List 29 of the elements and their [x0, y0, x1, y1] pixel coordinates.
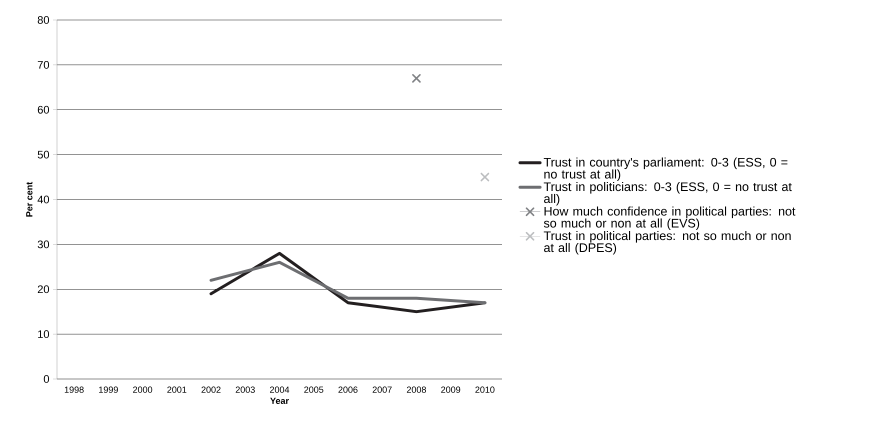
y-tick-label: 50	[38, 150, 50, 159]
x-tick-label: 2007	[372, 386, 392, 393]
line-series	[210, 260, 486, 304]
y-tick-label: 30	[38, 240, 50, 248]
legend-label: Trust in country's parliament: 0-3 (ESS, 0 = no trust at all)	[544, 157, 788, 182]
x-tick-label: 2004	[270, 386, 290, 393]
x-tick-label: 2002	[202, 386, 221, 393]
x-tick-label: 2005	[304, 386, 324, 393]
x-tick-label: 2006	[338, 386, 358, 393]
x-tick-label: 2001	[167, 386, 186, 393]
x-tick-label: 2000	[133, 386, 152, 393]
legend-label: How much confidence in political parties: not so much or non at all (EVS)	[544, 206, 796, 230]
y-tick-label: 60	[38, 106, 50, 114]
x-tick-label: 2009	[441, 386, 460, 393]
y-tick-label: 10	[38, 330, 50, 338]
y-tick-label: 70	[38, 61, 50, 69]
x-tick-label: 1999	[99, 386, 118, 393]
x-tick-label: 2010	[475, 386, 495, 393]
y-axis-title: Per cent	[26, 182, 32, 217]
legend-label: Trust in politicians: 0-3 (ESS, 0 = no trust at all)	[544, 182, 792, 206]
x-tick-label: 2008	[406, 386, 426, 393]
x-axis-title: Year	[270, 398, 289, 404]
x-tick-label: 1998	[64, 386, 84, 393]
x-tick-label: 2003	[236, 386, 255, 393]
y-tick-label: 80	[38, 16, 50, 24]
y-tick-label: 0	[44, 375, 50, 383]
y-tick-label: 40	[38, 196, 50, 204]
y-tick-label: 20	[38, 285, 50, 294]
legend-label: Trust in political parties: not so much or non at all (DPES)	[544, 230, 791, 255]
